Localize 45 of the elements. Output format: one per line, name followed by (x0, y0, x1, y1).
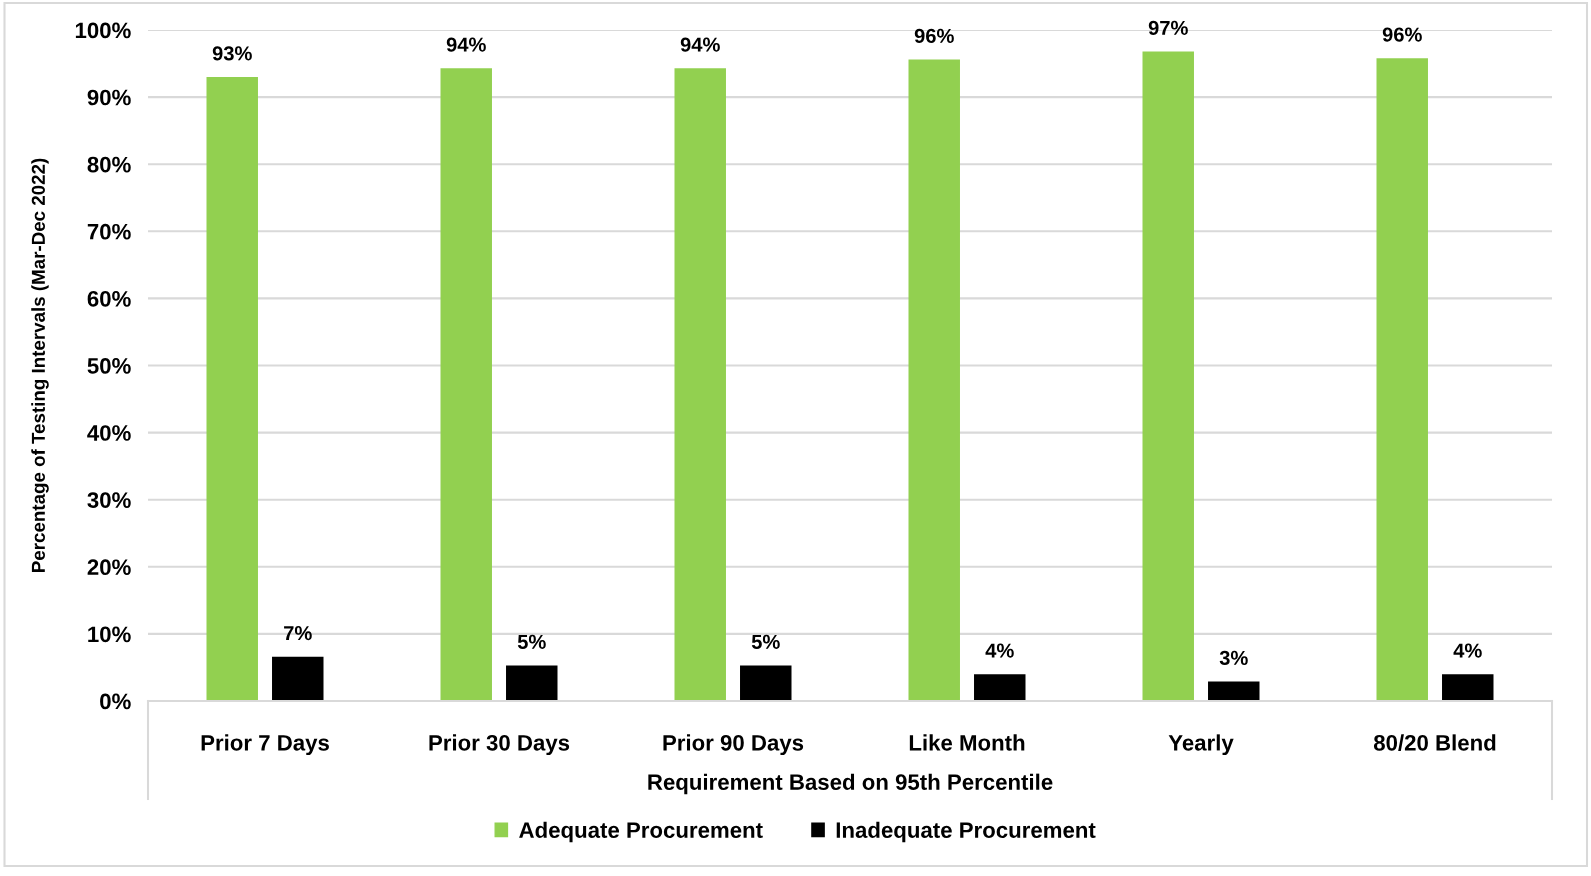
y-tick-label: 90% (87, 89, 131, 106)
data-label: 94% (680, 37, 720, 52)
y-tick-label: 20% (87, 559, 131, 576)
data-label: 4% (985, 643, 1014, 658)
data-label: 4% (1453, 643, 1482, 658)
bar (1442, 674, 1494, 701)
bar (272, 656, 324, 701)
data-label: 3% (1219, 650, 1248, 666)
data-label: 93% (212, 46, 252, 61)
data-label: 94% (446, 37, 486, 52)
x-tick-label: Yearly (1168, 734, 1234, 756)
bar (440, 68, 492, 701)
x-axis-title: Requirement Based on 95th Percentile (648, 773, 1053, 795)
data-label: 97% (1148, 20, 1188, 35)
data-label: 5% (751, 634, 780, 649)
bar (1376, 58, 1428, 701)
y-tick-label: 40% (87, 425, 131, 441)
x-tick-label: Prior 7 Days (201, 734, 329, 756)
y-tick-label: 70% (87, 223, 131, 240)
legend-label: Adequate Procurement (519, 821, 763, 843)
x-tick-label: 80/20 Blend (1373, 734, 1496, 751)
bar (908, 59, 960, 701)
x-tick-label: Prior 90 Days (663, 734, 804, 756)
y-tick-label: 50% (87, 358, 131, 374)
bar (674, 68, 726, 701)
bar (206, 76, 258, 701)
y-tick-label: 100% (75, 22, 131, 39)
data-label: 5% (517, 634, 546, 649)
data-label: 7% (284, 626, 312, 641)
bar (506, 665, 558, 701)
y-tick-label: 60% (87, 290, 131, 307)
bar (1208, 681, 1260, 701)
y-tick-label: 80% (87, 156, 131, 173)
y-tick-label: 30% (87, 492, 131, 508)
bar (740, 665, 792, 701)
bar (1142, 51, 1194, 701)
y-tick-label: 0% (100, 693, 131, 710)
legend-label: Inadequate Procurement (836, 821, 1096, 843)
bar (974, 674, 1026, 701)
x-tick-label: Like Month (909, 734, 1025, 751)
data-label: 96% (1382, 27, 1422, 42)
y-axis-title: Percentage of Testing Intervals (Mar-Dec 2022) (31, 158, 49, 572)
x-tick-label: Prior 30 Days (429, 734, 570, 756)
y-tick-label: 10% (88, 626, 131, 643)
data-label: 96% (914, 28, 954, 44)
